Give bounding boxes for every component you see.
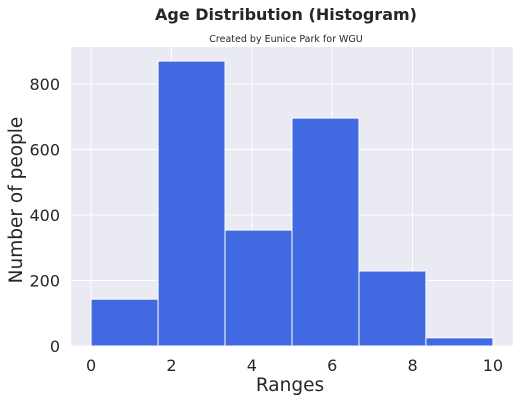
y-tick-label: 0 — [50, 337, 60, 356]
x-tick-label: 6 — [327, 356, 337, 375]
histogram-bar-6 — [425, 337, 494, 347]
chart-subtitle: Created by Eunice Park for WGU — [209, 34, 362, 45]
x-axis-label: Ranges — [256, 375, 324, 396]
histogram-bar-1 — [90, 298, 159, 347]
x-tick-label: 2 — [166, 356, 176, 375]
x-tick-label: 0 — [86, 356, 96, 375]
y-tick-label: 200 — [29, 272, 60, 291]
y-tick-label: 600 — [29, 141, 60, 160]
histogram-bar-5 — [358, 270, 427, 347]
x-axis-ticks: 0 2 4 6 8 10 — [86, 356, 503, 375]
y-axis-label: Number of people — [6, 117, 27, 284]
histogram-bar-4 — [291, 117, 360, 347]
y-tick-label: 400 — [29, 206, 60, 225]
x-tick-label: 4 — [247, 356, 257, 375]
x-tick-label: 10 — [483, 356, 503, 375]
y-tick-label: 800 — [29, 75, 60, 94]
histogram-bar-3 — [224, 229, 293, 347]
chart-title: Age Distribution (Histogram) — [155, 5, 417, 24]
histogram-bar-2 — [157, 60, 226, 347]
x-tick-label: 8 — [407, 356, 417, 375]
histogram-bars — [90, 60, 494, 347]
y-axis-ticks: 0 200 400 600 800 — [29, 75, 60, 356]
